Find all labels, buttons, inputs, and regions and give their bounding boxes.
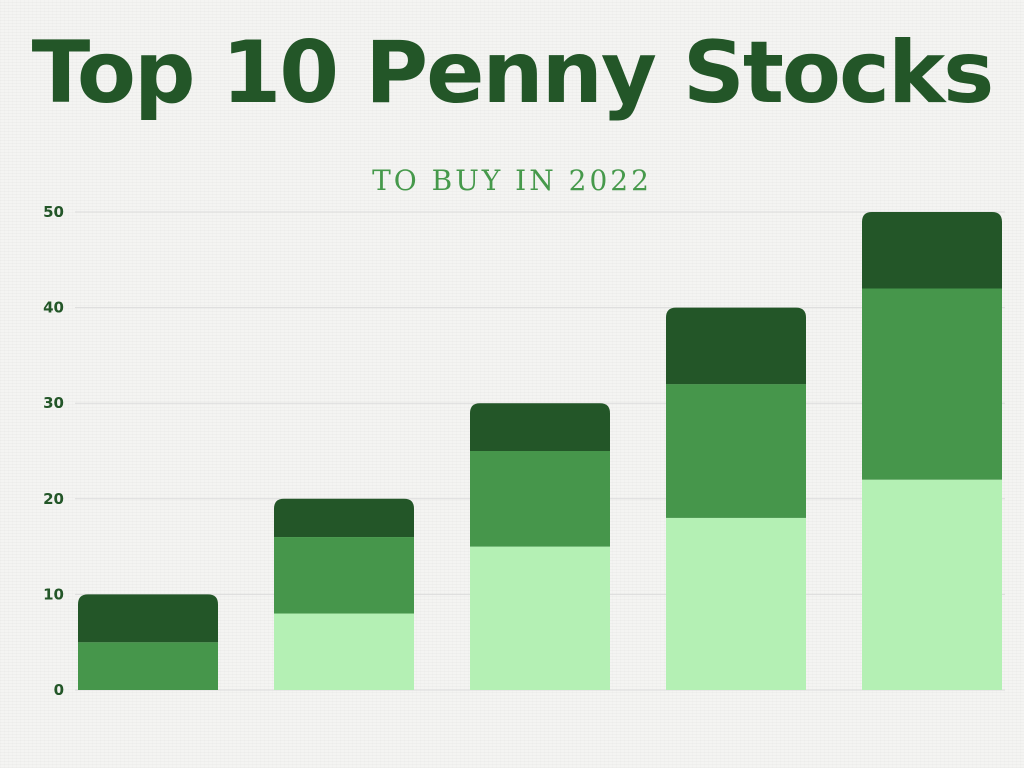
bar-segment: [78, 642, 218, 690]
bar-segment: [666, 307, 806, 385]
y-tick-label: 50: [43, 203, 64, 221]
bar-segment: [666, 384, 806, 518]
y-tick-label: 0: [54, 681, 64, 699]
y-tick-label: 40: [43, 299, 64, 317]
bar-segment: [666, 517, 806, 690]
bar-segment: [470, 451, 610, 547]
bar-segment: [470, 546, 610, 690]
bar-segment: [274, 498, 414, 538]
bar-segment: [862, 288, 1002, 480]
chart-subtitle: TO BUY IN 2022: [372, 164, 652, 197]
chart-title: Top 10 Penny Stocks: [31, 23, 995, 123]
bar-segment: [78, 594, 218, 643]
y-tick-label: 30: [43, 394, 64, 412]
y-tick-label: 10: [43, 585, 64, 603]
bar-segment: [862, 479, 1002, 690]
bar-segment: [862, 212, 1002, 289]
bar-segment: [274, 537, 414, 614]
bar-segment: [274, 613, 414, 690]
bar-segment: [470, 403, 610, 451]
y-tick-label: 20: [43, 490, 64, 508]
